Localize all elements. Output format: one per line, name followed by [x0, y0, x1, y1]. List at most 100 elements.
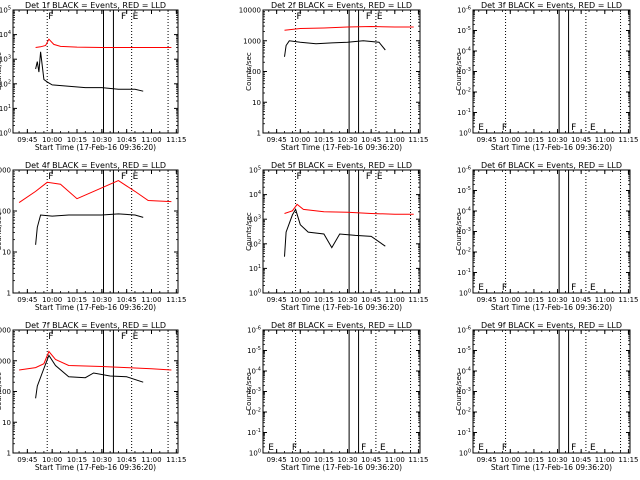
plot-frame — [472, 169, 631, 294]
y-tick-label: 100 — [249, 449, 261, 458]
y-axis-label: Counts/sec — [0, 52, 3, 91]
x-tick-label: 10:00 — [42, 296, 62, 304]
marker-label-f: F — [121, 12, 126, 22]
y-tick-label: 10-4 — [457, 47, 471, 56]
y-tick-label: 10-1 — [457, 428, 471, 437]
x-tick-label: 11:15 — [618, 136, 638, 144]
panel-9: Det 9f BLACK = Events, RED = LLD Counts/s… — [455, 321, 639, 472]
events-series-line — [35, 51, 144, 92]
x-tick-label: 09:45 — [267, 456, 287, 464]
x-tick-label: 10:45 — [571, 136, 591, 144]
x-axis-label: Start Time (17-Feb-16 09:36:20) — [491, 303, 612, 312]
marker-label-f: F — [571, 443, 576, 453]
plot-frame — [262, 329, 421, 454]
y-tick-label: 10-2 — [457, 408, 471, 417]
x-tick-label: 11:15 — [166, 136, 186, 144]
marker-label-f: F — [297, 12, 302, 22]
x-tick-label: 11:00 — [141, 296, 161, 304]
x-tick-label: 11:00 — [595, 296, 615, 304]
x-tick-label: 10:45 — [117, 296, 137, 304]
x-tick-label: 11:15 — [166, 296, 186, 304]
marker-label-e: E — [590, 123, 596, 133]
panel-title: Det 5f BLACK = Events, RED = LLD — [271, 161, 412, 170]
marker-label-f: F — [121, 332, 126, 342]
y-tick-label: 100 — [0, 388, 11, 396]
marker-label-f: F — [366, 172, 371, 182]
lld-series-line — [35, 38, 172, 48]
marker-label-f: F — [502, 283, 507, 293]
panel-title: Det 9f BLACK = Events, RED = LLD — [481, 321, 622, 330]
x-tick-label: 10:15 — [524, 456, 544, 464]
plot-frame — [12, 9, 179, 134]
events-series-line — [284, 40, 386, 57]
y-tick-label: 100 — [249, 289, 261, 298]
y-tick-label: 10-5 — [457, 26, 471, 35]
panel-2: Det 2f BLACK = Events, RED = LLD Counts/s… — [239, 1, 429, 152]
y-tick-label: 10-2 — [457, 88, 471, 97]
panel-title: Det 4f BLACK = Events, RED = LLD — [25, 161, 166, 170]
x-tick-label: 10:45 — [571, 296, 591, 304]
x-tick-label: 10:30 — [92, 456, 112, 464]
x-axis-label: Start Time (17-Feb-16 09:36:20) — [491, 463, 612, 472]
marker-label-f: F — [121, 172, 126, 182]
x-axis-label: Start Time (17-Feb-16 09:36:20) — [281, 143, 402, 152]
y-tick-label: 10-6 — [457, 166, 471, 175]
panel-title: Det 8f BLACK = Events, RED = LLD — [271, 321, 412, 330]
y-tick-label: 100 — [459, 129, 471, 138]
marker-label-f: F — [366, 12, 371, 22]
y-tick-label: 10-2 — [457, 248, 471, 257]
x-tick-label: 10:00 — [500, 296, 520, 304]
y-tick-label: 101 — [249, 264, 261, 273]
panel-5: Det 5f BLACK = Events, RED = LLD Counts/s… — [245, 161, 429, 312]
marker-label-f: F — [48, 12, 53, 22]
y-tick-label: 10-1 — [457, 108, 471, 117]
panel-title: Det 2f BLACK = Events, RED = LLD — [271, 1, 412, 10]
marker-label-e: E — [478, 443, 484, 453]
x-tick-label: 10:00 — [290, 296, 310, 304]
x-tick-label: 10:30 — [547, 136, 567, 144]
x-tick-label: 10:15 — [67, 456, 87, 464]
x-tick-label: 10:45 — [361, 136, 381, 144]
x-tick-label: 11:15 — [166, 456, 186, 464]
marker-label-e: E — [478, 283, 484, 293]
marker-label-e: E — [590, 443, 596, 453]
y-tick-label: 104 — [249, 190, 261, 199]
marker-label-f: F — [571, 123, 576, 133]
x-tick-label: 10:30 — [337, 296, 357, 304]
x-axis-label: Start Time (17-Feb-16 09:36:20) — [281, 463, 402, 472]
y-axis-label: Counts/sec — [455, 52, 463, 91]
plot-frame — [12, 169, 179, 294]
panel-6: Det 6f BLACK = Events, RED = LLD Counts/s… — [455, 161, 639, 312]
lld-series-line — [284, 203, 414, 215]
marker-label-e: E — [380, 443, 386, 453]
marker-label-e: E — [133, 332, 139, 342]
x-tick-label: 09:45 — [17, 296, 37, 304]
x-tick-label: 09:45 — [267, 136, 287, 144]
x-tick-label: 11:00 — [385, 456, 405, 464]
x-tick-label: 10:15 — [67, 136, 87, 144]
y-tick-label: 10 — [252, 99, 261, 107]
x-tick-label: 10:45 — [117, 136, 137, 144]
events-series-line — [35, 354, 144, 399]
y-tick-label: 105 — [249, 166, 261, 175]
marker-label-f: F — [297, 172, 302, 182]
marker-label-f: F — [571, 283, 576, 293]
panel-3: Det 3f BLACK = Events, RED = LLD Counts/s… — [455, 1, 639, 152]
y-tick-label: 101 — [0, 104, 11, 113]
x-tick-label: 10:30 — [92, 296, 112, 304]
x-tick-label: 11:00 — [595, 456, 615, 464]
x-tick-label: 10:30 — [92, 136, 112, 144]
plot-frame — [12, 329, 179, 454]
x-tick-label: 11:15 — [618, 456, 638, 464]
x-axis-label: Start Time (17-Feb-16 09:36:20) — [35, 143, 156, 152]
y-tick-label: 100 — [459, 289, 471, 298]
y-tick-label: 10-3 — [247, 387, 261, 396]
y-tick-label: 10-6 — [457, 6, 471, 15]
marker-label-f: F — [48, 172, 53, 182]
y-tick-label: 100 — [248, 68, 261, 76]
x-tick-label: 10:45 — [361, 296, 381, 304]
lld-series-line — [18, 180, 172, 204]
y-tick-label: 1 — [257, 130, 261, 138]
y-tick-label: 10 — [2, 419, 11, 427]
x-axis-label: Start Time (17-Feb-16 09:36:20) — [281, 303, 402, 312]
